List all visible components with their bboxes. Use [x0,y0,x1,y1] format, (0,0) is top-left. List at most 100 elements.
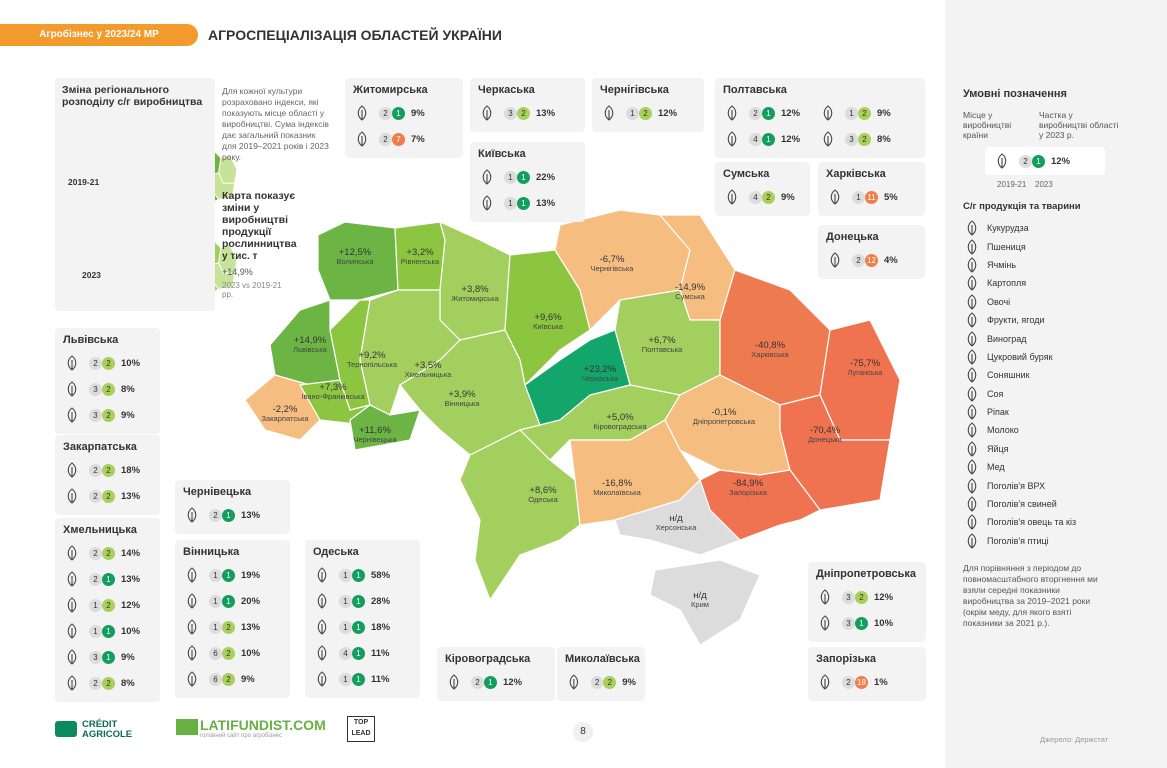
rank-2019-21: 3 [89,382,102,396]
legend-item: Картопля [963,274,1153,292]
share-label: Частка у виробництві області у 2023 р. [1039,110,1119,140]
card-title: Хмельницька [63,524,137,536]
icon-shape [823,131,833,147]
legend-note: Для порівняння з періодом до повномасшта… [963,563,1098,629]
card-title: Донецька [826,231,879,243]
icon-shape [317,645,327,661]
region-change: -6,7% [600,254,625,265]
rank-2019-21: 3 [89,650,102,664]
region-name: Дніпропетровська [693,417,756,426]
share: 10% [121,357,141,369]
region-name: Чернігівська [591,264,635,273]
rank-2019-21: 1 [504,196,517,210]
product-icon [967,514,977,531]
logo-tagline: головний сайт про агробізнес [200,733,283,739]
card-rows: 2 2 10% 3 2 8% 3 2 9% [63,350,152,428]
share: 5% [884,191,898,203]
product-icon [830,252,840,268]
item-row: 2 12 4% [826,247,916,273]
legend-label: Виноград [987,333,1027,344]
item-row: 2 1 12% [723,100,819,126]
rank-2023: 2 [639,106,652,120]
icon-shape [967,330,977,347]
region-name: Чернівецька [353,435,397,444]
share: 12% [781,107,801,119]
item-row: 2 2 13% [63,483,151,509]
item-row: 2 1 12% [445,669,546,695]
icon-shape [967,275,977,292]
region-change: +11,6% [359,425,391,436]
icon-shape [967,367,977,384]
rank-2019-21: 2 [89,489,102,503]
card-title: Чернівецька [183,486,252,498]
product-icon [67,407,77,423]
rank-2019-21: 1 [339,568,352,582]
product-icon [967,349,977,365]
icon-shape [67,649,77,665]
badge: Агробізнес у 2023/24 МР [0,24,198,46]
card-title: Дніпропетровська [816,568,917,580]
icon-shape [967,238,977,255]
region-name: Одеська [528,495,558,504]
icon-shape [830,189,840,205]
item-row: 1 2 12% [600,100,695,126]
rank-2019-21: 2 [590,675,604,689]
rank-2019-21: 1 [209,568,222,582]
share: 10% [874,617,894,629]
rank-2023: 2 [102,546,115,560]
legend-label: Молоко [987,425,1019,436]
page-title: АГРОСПЕЦІАЛІЗАЦІЯ ОБЛАСТЕЙ УКРАЇНИ [208,27,502,43]
logo-mark [176,719,198,735]
product-icon [823,131,833,147]
icon-shape [187,593,197,609]
share: 13% [241,509,261,521]
rank-2023: 1 [762,106,775,120]
icon-shape [569,674,579,690]
product-icon [67,488,77,504]
product-icon [967,257,977,273]
icon-shape [727,131,737,147]
share: 8% [121,383,135,395]
rank-2023: 2 [102,489,115,503]
item-row: 1 1 13% [478,190,576,216]
icon-shape [187,507,197,523]
region-card: Чернівецька 2 1 13% [175,480,290,534]
region-name: Херсонська [656,523,698,532]
item-row: 3 2 8% [819,126,915,152]
share: 7% [411,133,425,145]
product-icon [727,105,737,121]
share: 9% [241,673,255,685]
rank-2019-21: 2 [379,132,392,146]
icon-shape [67,355,77,371]
region-card: Черкаська 3 2 13% [470,78,585,132]
icon-shape [187,645,197,661]
item-row: 3 2 12% [816,584,917,610]
product-icon [187,507,197,523]
product-icon [67,675,77,691]
legend-label: Яйця [987,443,1009,454]
icon-shape [820,615,830,631]
icon-shape [482,105,492,121]
share: 11% [371,673,390,685]
region-change: -2,2% [273,404,298,415]
icon-shape [604,105,614,121]
icon-shape [449,674,459,690]
region-change: -14,9% [675,282,706,293]
card-title: Закарпатська [63,441,137,453]
icon-shape [967,422,977,439]
region-shape [459,429,581,602]
share: 13% [536,197,556,209]
region-card: Миколаївська 2 2 9% [557,647,645,701]
rank-2023: 2 [855,590,868,604]
region-change: +12,5% [339,247,372,258]
rank-2019-21: 1 [89,598,102,612]
rank-2019-21: 2 [749,106,762,120]
product-icon [967,330,977,347]
intro-title: Зміна регіонального розподілу с/г виробн… [62,84,203,108]
intro-panel [55,78,215,311]
icon-shape [317,671,327,687]
product-icon [187,593,197,609]
rank-2019-21: 6 [209,672,222,686]
rank-2023: 1 [352,594,365,608]
item-row: 1 1 58% [313,562,411,588]
